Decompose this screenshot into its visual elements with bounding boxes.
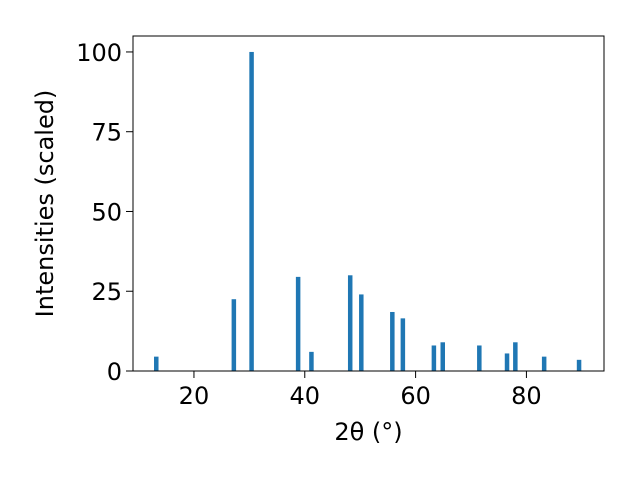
- plot-frame: [132, 35, 605, 372]
- peak-bar-15: [541, 356, 547, 371]
- x-axis-label: 2θ (°): [334, 418, 402, 446]
- y-tick-label: 75: [91, 119, 122, 147]
- x-tick-label: 60: [400, 382, 431, 410]
- peak-bar-1: [154, 356, 159, 371]
- y-axis-label: Intensities (scaled): [31, 90, 59, 318]
- peak-bar-13: [504, 353, 510, 371]
- peak-bar-16: [576, 359, 582, 371]
- peak-bar-6: [347, 275, 353, 371]
- y-axis-ticks: 0 25 50 75 100: [76, 39, 133, 386]
- x-tick-label: 80: [511, 382, 542, 410]
- peak-bar-14: [513, 342, 518, 371]
- x-axis-ticks: 20 40 60 80: [179, 371, 542, 410]
- x-tick-label: 20: [179, 382, 210, 410]
- bars-group: [154, 51, 582, 371]
- y-tick-label: 0: [107, 358, 122, 386]
- peak-bar-9: [400, 318, 406, 371]
- peak-bar-11: [440, 342, 445, 371]
- peak-bar-5: [309, 351, 314, 371]
- y-tick-label: 25: [91, 278, 122, 306]
- y-tick-label: 50: [91, 198, 122, 226]
- peak-bar-10: [431, 345, 437, 371]
- peak-bar-3: [249, 51, 254, 371]
- peak-bar-8: [390, 311, 395, 371]
- x-tick-label: 40: [290, 382, 321, 410]
- peak-bar-4: [295, 276, 301, 371]
- y-tick-label: 100: [76, 39, 122, 67]
- peak-bar-2: [231, 299, 237, 371]
- peak-bar-12: [477, 345, 482, 371]
- peak-bar-7: [359, 294, 364, 371]
